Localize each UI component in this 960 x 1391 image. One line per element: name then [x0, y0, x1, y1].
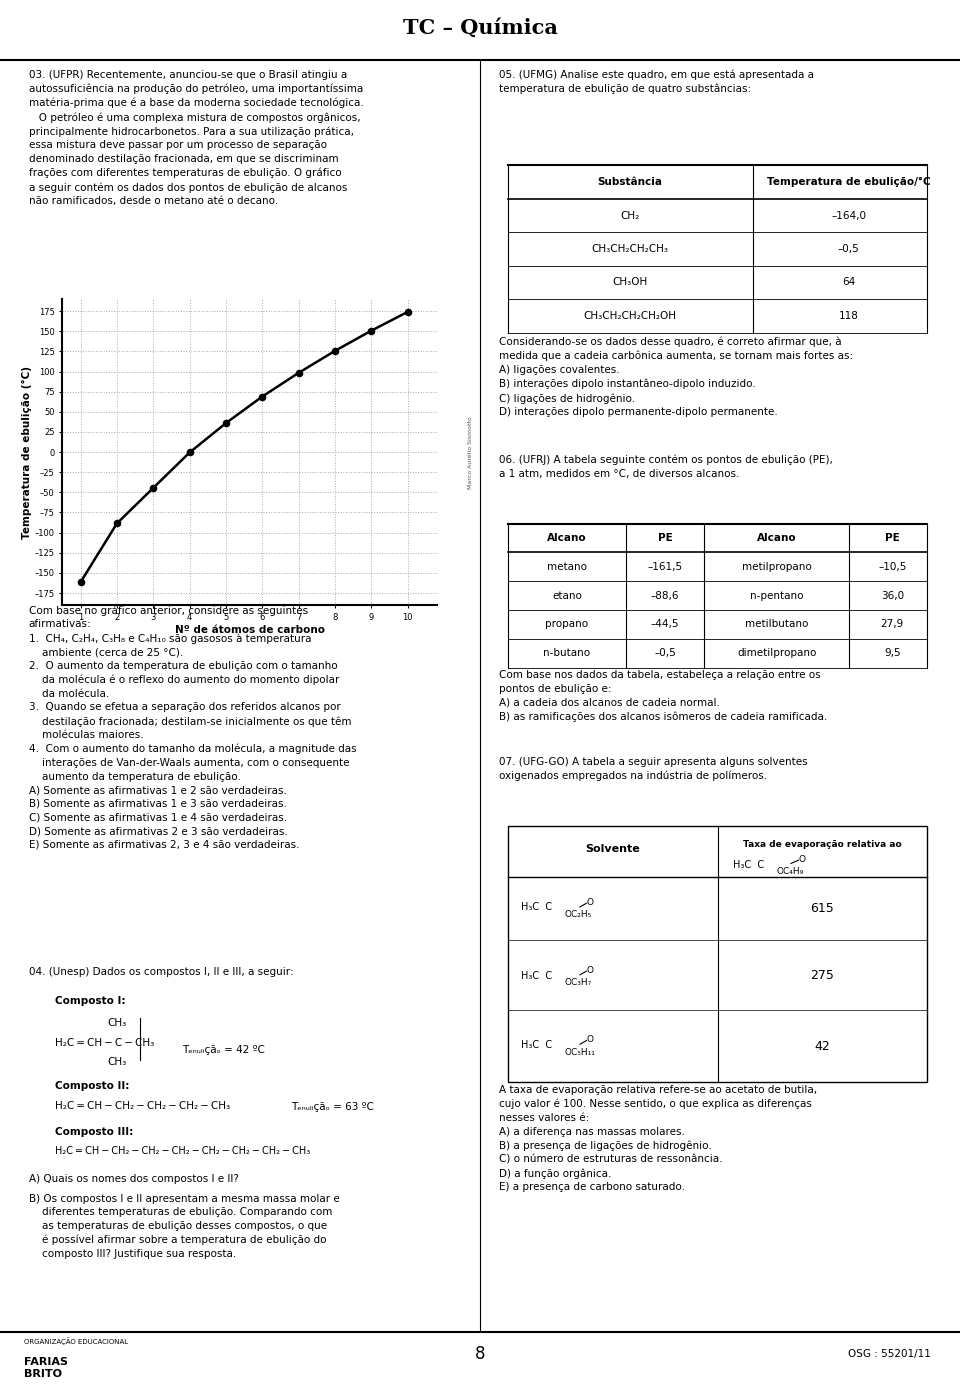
Text: Com base nos dados da tabela, estabeleça a relação entre os
pontos de ebulição e: Com base nos dados da tabela, estabeleça… [499, 670, 828, 722]
Text: –0,5: –0,5 [655, 648, 676, 658]
Text: 06. (UFRJ) A tabela seguinte contém os pontos de ebulição (PE),
a 1 atm, medidos: 06. (UFRJ) A tabela seguinte contém os p… [499, 455, 833, 479]
Text: OSG : 55201/11: OSG : 55201/11 [849, 1349, 931, 1359]
Text: 42: 42 [814, 1040, 830, 1053]
Point [182, 441, 198, 463]
Text: CH₃OH: CH₃OH [612, 277, 648, 288]
X-axis label: Nº de átomos de carbono: Nº de átomos de carbono [175, 625, 324, 634]
Text: OC₅H₁₁: OC₅H₁₁ [564, 1047, 595, 1057]
Text: OC₂H₅: OC₂H₅ [564, 910, 592, 919]
Text: –88,6: –88,6 [651, 591, 680, 601]
Text: H₂C ═ CH ─ C ─ CH₃: H₂C ═ CH ─ C ─ CH₃ [55, 1038, 155, 1047]
Text: Com base no gráfico anterior, considere as seguintes
afirmativas:
1.  CH₄, C₂H₄,: Com base no gráfico anterior, considere … [29, 605, 356, 850]
Text: A) Quais os nomes dos compostos I e II?: A) Quais os nomes dos compostos I e II? [29, 1174, 239, 1184]
Text: ORGANIZAÇÃO EDUCACIONAL: ORGANIZAÇÃO EDUCACIONAL [24, 1337, 128, 1345]
Text: n-butano: n-butano [543, 648, 590, 658]
Text: O: O [587, 1035, 593, 1045]
Text: TC – Química: TC – Química [402, 18, 558, 38]
Text: Solvente: Solvente [586, 844, 640, 854]
Point [218, 412, 233, 434]
Text: n-pentano: n-pentano [750, 591, 804, 601]
Text: 03. (UFPR) Recentemente, anunciou-se que o Brasil atingiu a
autossuficiência na : 03. (UFPR) Recentemente, anunciou-se que… [29, 70, 364, 206]
Text: 07. (UFG-GO) A tabela a seguir apresenta alguns solventes
oxigenados empregados : 07. (UFG-GO) A tabela a seguir apresenta… [499, 757, 807, 780]
Y-axis label: Temperatura de ebulição (°C): Temperatura de ebulição (°C) [22, 366, 32, 538]
Text: PE: PE [658, 533, 673, 542]
Text: H₃C  C: H₃C C [521, 1040, 552, 1050]
Text: Substância: Substância [598, 177, 662, 188]
Text: 27,9: 27,9 [880, 619, 904, 629]
Text: 64: 64 [842, 277, 855, 288]
Point [327, 339, 343, 362]
Text: 615: 615 [810, 901, 834, 915]
Text: 275: 275 [810, 970, 834, 982]
Text: 36,0: 36,0 [880, 591, 904, 601]
Text: CH₃CH₂CH₂CH₃: CH₃CH₂CH₂CH₃ [591, 243, 669, 255]
Text: CH₃: CH₃ [108, 1057, 127, 1067]
Text: Marco Aurélio Sismotto: Marco Aurélio Sismotto [468, 416, 473, 488]
Text: Taxa de evaporação relativa ao: Taxa de evaporação relativa ao [743, 840, 901, 850]
Text: Alcano: Alcano [547, 533, 587, 542]
Text: H₃C  C: H₃C C [521, 903, 552, 912]
Text: 8: 8 [475, 1345, 485, 1363]
Text: O: O [587, 897, 593, 907]
Text: metano: metano [547, 562, 587, 572]
Text: Composto II:: Composto II: [55, 1081, 130, 1092]
Text: dimetilpropano: dimetilpropano [737, 648, 816, 658]
Text: –161,5: –161,5 [648, 562, 683, 572]
Text: –0,5: –0,5 [838, 243, 859, 255]
Text: O: O [587, 965, 593, 975]
Text: metilbutano: metilbutano [745, 619, 808, 629]
Text: –10,5: –10,5 [878, 562, 906, 572]
Point [364, 320, 379, 342]
Text: CH₂: CH₂ [620, 210, 640, 221]
Text: Alcano: Alcano [756, 533, 797, 542]
Text: propano: propano [545, 619, 588, 629]
Text: CH₃CH₂CH₂CH₂OH: CH₃CH₂CH₂CH₂OH [584, 312, 677, 321]
Text: FARIAS
BRITO: FARIAS BRITO [24, 1358, 68, 1378]
Text: 9,5: 9,5 [884, 648, 900, 658]
Text: –164,0: –164,0 [831, 210, 866, 221]
Text: Considerando-se os dados desse quadro, é correto afirmar que, à
medida que a cad: Considerando-se os dados desse quadro, é… [499, 337, 853, 417]
Point [291, 362, 306, 384]
Text: 118: 118 [839, 312, 858, 321]
Text: B) Os compostos I e II apresentam a mesma massa molar e
    diferentes temperatu: B) Os compostos I e II apresentam a mesm… [29, 1193, 340, 1259]
Point [254, 385, 270, 408]
Text: OC₄H₉: OC₄H₉ [777, 868, 804, 876]
Text: Composto III:: Composto III: [55, 1127, 133, 1136]
Text: CH₃: CH₃ [108, 1018, 127, 1028]
Text: etano: etano [552, 591, 582, 601]
Point [146, 477, 161, 499]
Text: PE: PE [885, 533, 900, 542]
Text: Tₑₙᵤₗᵢçãₒ = 42 ºC: Tₑₙᵤₗᵢçãₒ = 42 ºC [181, 1045, 265, 1054]
Text: H₂C ═ CH ─ CH₂ ─ CH₂ ─ CH₂ ─ CH₃: H₂C ═ CH ─ CH₂ ─ CH₂ ─ CH₂ ─ CH₃ [55, 1100, 230, 1110]
Text: OC₃H₇: OC₃H₇ [564, 978, 592, 988]
Text: H₃C  C: H₃C C [732, 860, 764, 869]
Point [73, 570, 88, 593]
Point [400, 300, 416, 323]
Text: H₂C ═ CH ─ CH₂ ─ CH₂ ─ CH₂ ─ CH₂ ─ CH₂ ─ CH₂ ─ CH₃: H₂C ═ CH ─ CH₂ ─ CH₂ ─ CH₂ ─ CH₂ ─ CH₂ ─… [55, 1146, 310, 1156]
Text: metilpropano: metilpropano [742, 562, 811, 572]
Point [109, 512, 125, 534]
Text: Temperatura de ebulição/°C: Temperatura de ebulição/°C [767, 177, 930, 188]
Text: 05. (UFMG) Analise este quadro, em que está apresentada a
temperatura de ebuliçã: 05. (UFMG) Analise este quadro, em que e… [499, 70, 814, 95]
Text: A taxa de evaporação relativa refere-se ao acetato de butila,
cujo valor é 100. : A taxa de evaporação relativa refere-se … [499, 1085, 817, 1192]
Text: Composto I:: Composto I: [55, 996, 126, 1006]
Text: O: O [799, 855, 805, 864]
Text: 04. (Unesp) Dados os compostos I, II e III, a seguir:: 04. (Unesp) Dados os compostos I, II e I… [29, 968, 294, 978]
Text: H₃C  C: H₃C C [521, 971, 552, 981]
Text: –44,5: –44,5 [651, 619, 680, 629]
Text: Tₑₙᵤₗᵢçãₒ = 63 ºC: Tₑₙᵤₗᵢçãₒ = 63 ºC [291, 1103, 373, 1113]
